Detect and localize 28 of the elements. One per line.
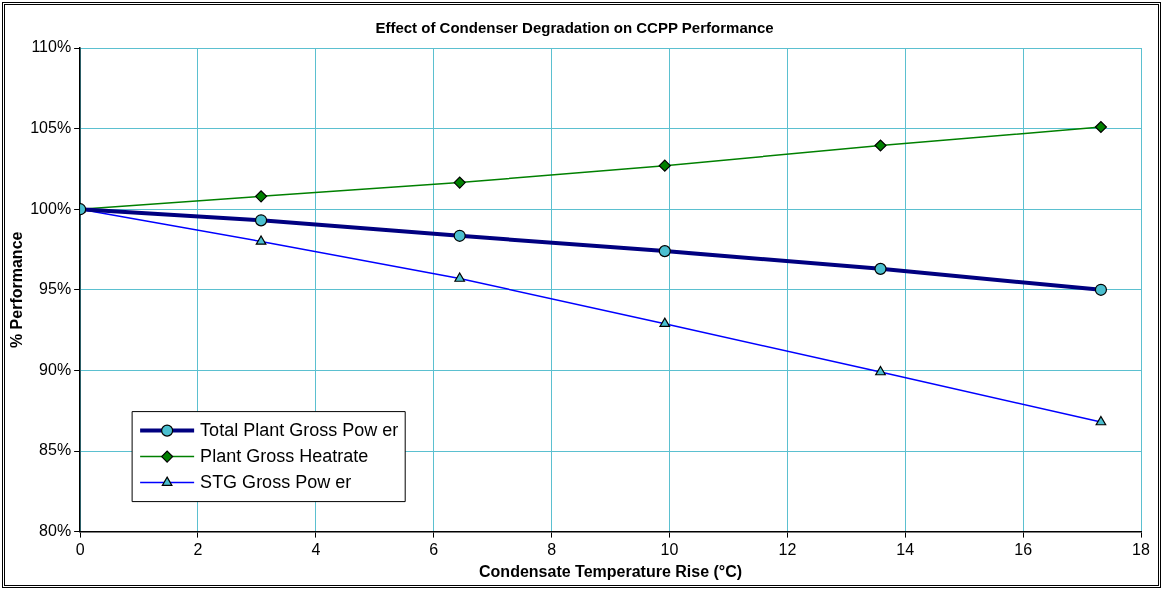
y-tick-label: 100%	[30, 199, 72, 217]
point	[874, 139, 887, 152]
y-tick-label: 95%	[39, 280, 72, 298]
x-tick-label: 14	[896, 540, 915, 558]
point	[254, 190, 268, 203]
y-tick-label: 90%	[39, 360, 72, 378]
x-axis-title: Condensate Temperature Rise (°C)	[479, 562, 743, 580]
legend-label: STG Gross Pow er	[200, 471, 352, 492]
point	[1094, 120, 1108, 134]
y-axis-title: % Performance	[8, 231, 26, 349]
x-tick-label: 10	[660, 540, 679, 558]
chart-title: Effect of Condenser Degradation on CCPP Performance	[375, 19, 774, 37]
y-tick-label: 105%	[30, 119, 72, 137]
x-tick-label: 16	[1014, 540, 1033, 558]
x-tick-label: 4	[311, 540, 321, 558]
x-tick-label: 12	[778, 540, 797, 558]
y-tick-label: 80%	[39, 522, 72, 540]
x-tick-label: 8	[547, 540, 557, 558]
point	[658, 159, 671, 172]
x-tick-label: 0	[75, 540, 85, 558]
point	[453, 176, 466, 189]
x-tick-label: 6	[429, 540, 439, 558]
x-tick-label: 2	[193, 540, 203, 558]
y-tick-label: 110%	[31, 38, 72, 56]
legend-label: Total Plant Gross Pow er	[200, 419, 399, 440]
legend-label: Plant Gross Heatrate	[200, 445, 369, 466]
y-tick-label: 85%	[39, 441, 72, 459]
x-tick-label: 18	[1132, 540, 1150, 558]
